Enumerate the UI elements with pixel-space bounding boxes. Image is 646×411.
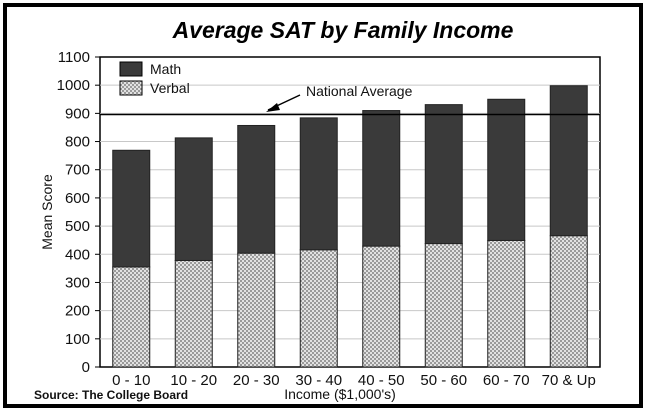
bar-verbal	[237, 252, 276, 368]
x-tick-label: 40 - 50	[358, 372, 405, 389]
bar-math	[487, 98, 526, 241]
bar-math	[299, 117, 338, 251]
bar-verbal	[487, 239, 526, 368]
x-tick-label: 0 - 10	[112, 372, 150, 389]
x-axis-label: Income ($1,000's)	[284, 386, 396, 402]
bar-verbal	[174, 259, 213, 368]
bar-math	[424, 104, 463, 245]
x-tick-label: 70 & Up	[542, 372, 596, 389]
y-tick-label: 100	[65, 331, 90, 348]
y-tick-label: 1100	[58, 49, 90, 66]
y-tick-label: 300	[65, 274, 90, 291]
legend-label-verbal: Verbal	[150, 80, 190, 96]
legend-swatch-verbal	[119, 80, 143, 96]
y-axis-label: Mean Score	[39, 174, 55, 250]
arrow-head-icon	[266, 103, 280, 112]
bar-math	[112, 149, 151, 268]
y-ticks: 0 100 200 300 400 500 600 700 800 900 1000 1100	[57, 49, 100, 376]
bar-verbal	[424, 243, 463, 368]
bar-math	[362, 110, 401, 247]
y-tick-label: 400	[65, 246, 90, 263]
bar-verbal	[549, 235, 588, 368]
bar-verbal	[299, 249, 338, 368]
bar-math	[549, 85, 588, 237]
legend-label-math: Math	[150, 61, 181, 77]
bar-math	[174, 137, 213, 261]
y-tick-label: 1000	[57, 77, 90, 94]
x-tick-label: 10 - 20	[170, 372, 217, 389]
x-tick-label: 50 - 60	[420, 372, 467, 389]
y-tick-label: 500	[65, 218, 90, 235]
x-tick-label: 20 - 30	[233, 372, 280, 389]
bar-math	[237, 124, 276, 254]
legend-swatch-math	[119, 61, 143, 77]
y-tick-label: 900	[65, 105, 90, 122]
source-note: Source: The College Board	[34, 388, 188, 402]
y-tick-label: 700	[65, 162, 90, 179]
chart-title: Average SAT by Family Income	[172, 17, 514, 43]
x-tick-label: 30 - 40	[295, 372, 342, 389]
y-tick-label: 0	[82, 359, 90, 376]
bar-verbal	[362, 245, 401, 368]
x-tick-label: 60 - 70	[483, 372, 530, 389]
national-average-label: National Average	[306, 83, 413, 99]
y-tick-label: 800	[65, 134, 90, 151]
bar-verbal	[112, 266, 151, 368]
x-ticks: 0 - 10 10 - 20 20 - 30 30 - 40 40 - 50 50 - 6…	[112, 372, 596, 389]
y-tick-label: 200	[65, 303, 90, 320]
legend: Math Verbal	[119, 61, 190, 96]
y-tick-label: 600	[65, 190, 90, 207]
bars	[112, 85, 588, 368]
